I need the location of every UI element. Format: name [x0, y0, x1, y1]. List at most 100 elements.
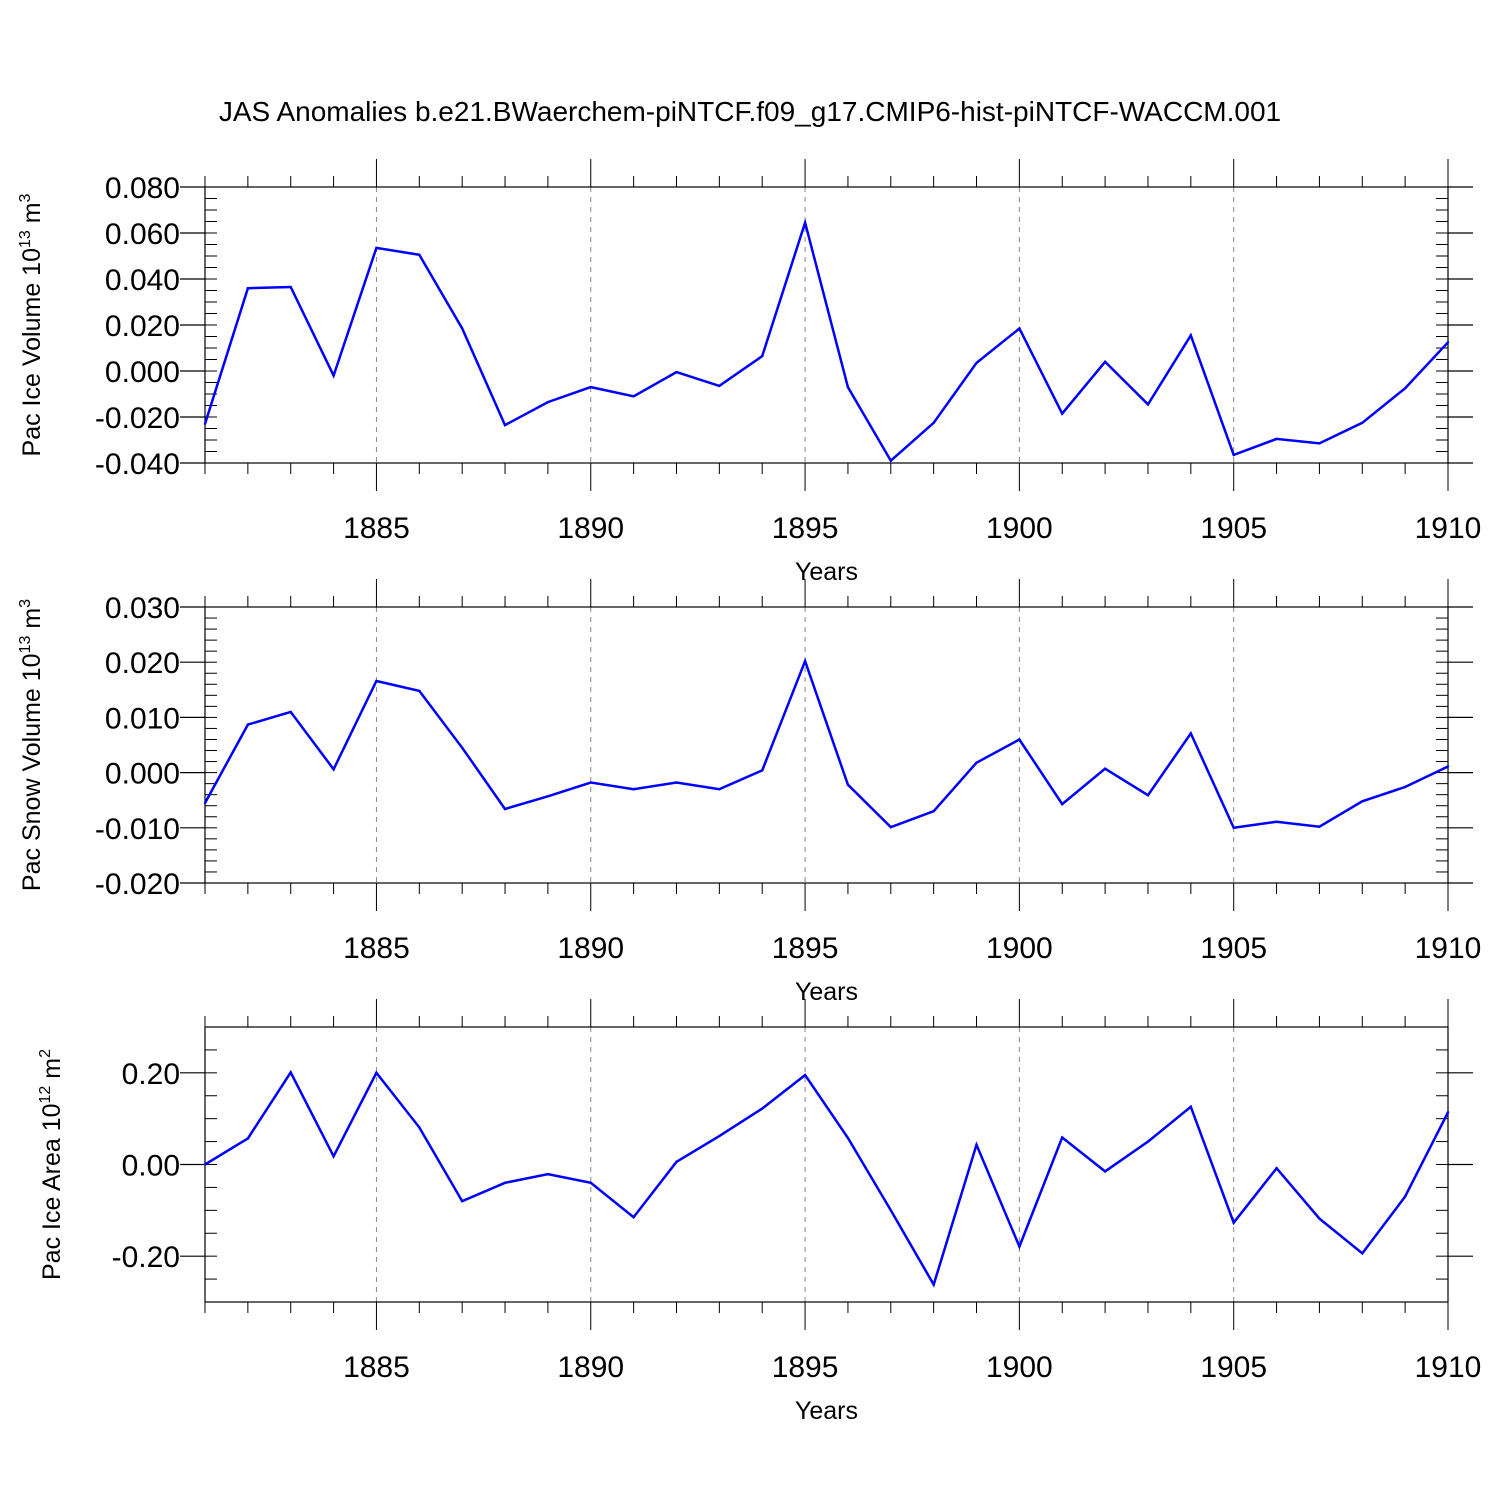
- data-point: [1189, 334, 1193, 337]
- data-point: [1189, 1105, 1193, 1108]
- series-line: [203, 657, 1449, 830]
- plot-frame: [204, 606, 1449, 884]
- x-axis-label: Years: [795, 1397, 858, 1425]
- data-point: [803, 1073, 807, 1077]
- data-point: [803, 221, 807, 224]
- data-point: [761, 769, 764, 772]
- data-point: [589, 385, 592, 389]
- data-point: [203, 422, 207, 426]
- chart-panel-1: -0.040 -0.020 0.000 0.020 0.040 0.060 0.080 188…: [17, 159, 1481, 586]
- data-point: [589, 1181, 592, 1185]
- x-tick-label: 1885: [343, 1351, 410, 1384]
- data-point: [761, 354, 764, 358]
- data-point: [246, 723, 250, 726]
- data-point: [1189, 732, 1193, 735]
- data-point: [503, 807, 507, 811]
- data-point: [1103, 1170, 1107, 1173]
- x-tick-label: 1890: [557, 1351, 624, 1384]
- x-tick-label: 1885: [343, 512, 410, 545]
- data-point: [546, 1172, 550, 1176]
- data-point: [846, 385, 850, 389]
- data-point: [1018, 738, 1021, 741]
- y-axis-label-exponent: 13: [17, 230, 34, 248]
- data-point: [932, 1283, 935, 1286]
- data-point: [632, 787, 635, 791]
- x-tick-label: 1900: [986, 932, 1053, 965]
- data-point: [846, 1136, 850, 1140]
- y-tick-label: -0.020: [95, 868, 180, 901]
- data-point: [932, 810, 935, 813]
- y-tick-label: 0.00: [122, 1150, 180, 1183]
- y-tick-label: -0.010: [95, 813, 180, 846]
- y-tick-label: 0.20: [122, 1058, 180, 1091]
- y-axis-label-unit: m: [38, 1058, 66, 1086]
- y-axis-label-unit-exponent: 3: [17, 599, 34, 608]
- data-point: [546, 795, 550, 798]
- data-point: [460, 1199, 464, 1203]
- x-tick-label: 1895: [772, 1351, 839, 1384]
- y-tick-label: 0.010: [105, 702, 180, 735]
- data-point: [1061, 1136, 1064, 1139]
- data-point: [1318, 825, 1321, 828]
- x-tick-label: 1910: [1415, 1351, 1482, 1384]
- y-axis-label: Pac Snow Volume 1013 m3: [17, 599, 46, 891]
- x-axis-label: Years: [795, 558, 858, 586]
- data-point: [289, 1071, 292, 1074]
- data-point: [503, 423, 507, 427]
- data-point: [1103, 360, 1107, 363]
- data-point: [889, 826, 892, 829]
- data-point: [718, 384, 721, 388]
- data-point: [546, 400, 550, 404]
- data-point: [1446, 1111, 1450, 1114]
- data-point: [1232, 1221, 1235, 1224]
- data-point: [1361, 421, 1364, 424]
- y-axis-label: Pac Ice Volume 1013 m3: [17, 193, 46, 456]
- x-tick-label: 1910: [1415, 512, 1482, 545]
- figure-title: JAS Anomalies b.e21.BWaerchem-piNTCF.f09…: [218, 96, 1282, 127]
- data-point: [1403, 785, 1407, 789]
- y-axis-label-text: Pac Snow Volume 10: [18, 653, 46, 891]
- y-tick-label: 0.030: [105, 592, 180, 625]
- data-point: [1403, 387, 1407, 390]
- data-point: [203, 801, 207, 805]
- x-tick-label: 1890: [557, 932, 624, 965]
- y-axis-label-exponent: 12: [37, 1086, 54, 1104]
- data-point: [1361, 1252, 1364, 1255]
- y-tick-label: 0.060: [105, 218, 180, 251]
- x-tick-label: 1895: [772, 932, 839, 965]
- data-point: [1232, 453, 1235, 457]
- series-line: [203, 218, 1449, 463]
- data-point: [1146, 403, 1150, 406]
- data-point: [803, 659, 807, 663]
- data-point: [975, 1143, 978, 1146]
- data-point: [718, 787, 721, 791]
- data-point: [589, 781, 592, 784]
- x-tick-label: 1885: [343, 932, 410, 965]
- data-point: [1361, 800, 1364, 803]
- data-point: [246, 287, 250, 290]
- y-tick-label: 0.080: [105, 172, 180, 205]
- data-point: [1146, 794, 1150, 797]
- chart-panel-3: -0.20 0.00 0.20 1885 1890 1895 1900 1905 1910 Yea…: [37, 999, 1481, 1425]
- x-tick-label: 1910: [1415, 932, 1482, 965]
- data-point: [1275, 820, 1278, 823]
- data-point: [246, 1137, 250, 1140]
- data-point: [332, 374, 335, 377]
- data-point: [1446, 765, 1450, 768]
- data-point: [332, 1155, 335, 1158]
- data-point: [375, 1071, 378, 1075]
- data-point: [1318, 1217, 1321, 1220]
- y-axis-label-unit-exponent: 3: [17, 193, 34, 202]
- x-axis-label: Years: [795, 978, 858, 1006]
- data-point: [203, 1163, 207, 1166]
- y-tick-label: 0.000: [105, 758, 180, 791]
- data-point: [418, 253, 421, 257]
- plot-frame: [204, 186, 1449, 464]
- data-point: [846, 783, 850, 786]
- x-tick-label: 1900: [986, 512, 1053, 545]
- y-axis-label-exponent: 13: [17, 636, 34, 654]
- data-point: [503, 1181, 507, 1185]
- data-point: [975, 761, 978, 764]
- x-tick-label: 1905: [1200, 1351, 1267, 1384]
